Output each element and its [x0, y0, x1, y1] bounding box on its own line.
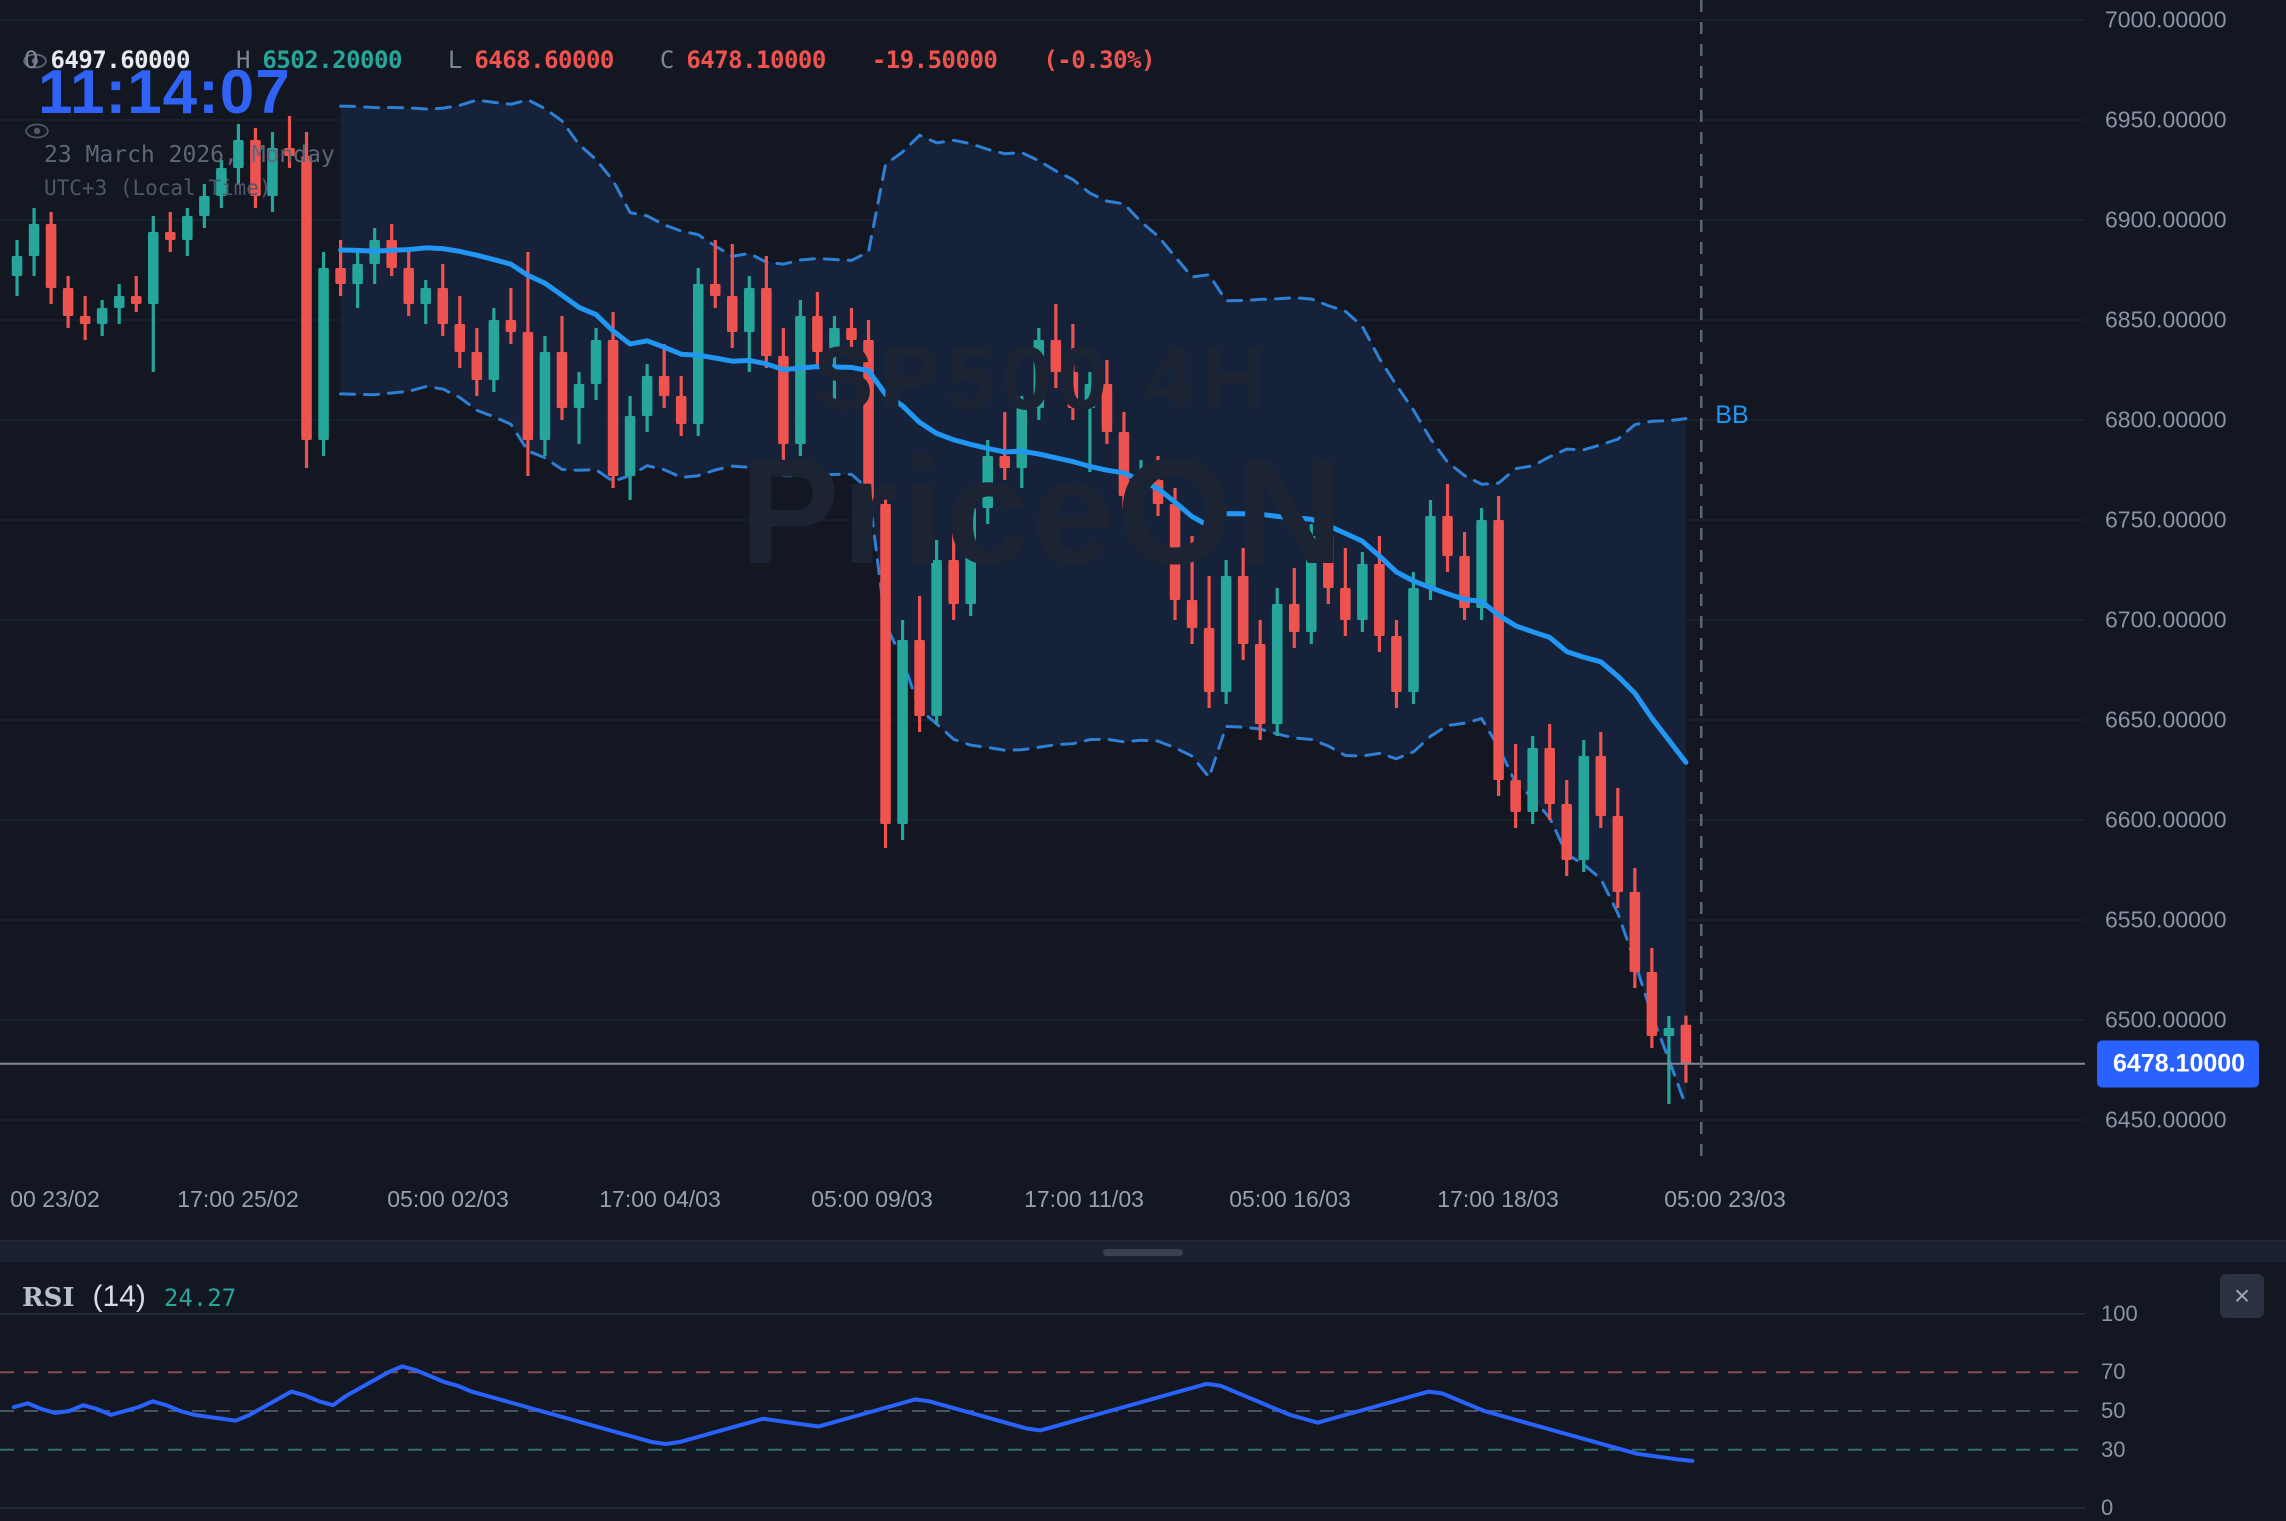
open-value: 6497.60000 [50, 46, 190, 74]
time-tick-label: 05:00 16/03 [1229, 1186, 1351, 1212]
change-value: -19.50000 [871, 46, 998, 74]
time-tick-label: 05:00 23/03 [1664, 1186, 1786, 1212]
bollinger-band-label: BB [1715, 400, 1749, 429]
time-tick-label: 17:00 25/02 [177, 1186, 299, 1212]
rsi-legend: RSI (14) 24.27 [22, 1280, 236, 1314]
price-tick-label: 6800.00000 [2105, 406, 2227, 433]
high-value: 6502.20000 [262, 46, 402, 74]
price-tick-label: 6550.00000 [2105, 906, 2227, 933]
live-clock: 11:14:07 [38, 58, 291, 127]
chart-legend: O 6497.60000 H 6502.20000 L 6468.60000 C… [0, 0, 1400, 230]
time-tick-label: 17:00 04/03 [599, 1186, 721, 1212]
rsi-current-value: 24.27 [163, 1284, 237, 1312]
ohlc-visibility-eye-icon[interactable] [22, 48, 48, 74]
time-tick-label: 05:00 02/03 [387, 1186, 509, 1212]
price-tick-label: 6450.00000 [2105, 1106, 2227, 1133]
price-tick-label: 6700.00000 [2105, 606, 2227, 633]
rsi-period: (14) [92, 1280, 146, 1313]
rsi-tick-label: 70 [2101, 1359, 2126, 1385]
price-chart-panel[interactable]: SP500 4H PriceON BB 7000.00000 6950.00000… [0, 0, 2286, 1240]
rsi-panel[interactable]: RSI (14) 24.27 100 70 50 30 0 × [0, 1262, 2286, 1520]
low-value: 6468.60000 [474, 46, 614, 74]
rsi-axis: 100 70 50 30 0 [2085, 1262, 2286, 1520]
price-tick-label: 6600.00000 [2105, 806, 2227, 833]
current-price-badge: 6478.10000 [2097, 1040, 2260, 1088]
time-tick-label: 17:00 11/03 [1024, 1186, 1144, 1212]
price-axis[interactable]: 7000.00000 6950.00000 6900.00000 6850.00000… [2085, 0, 2286, 1160]
clock-visibility-eye-icon[interactable] [24, 118, 50, 144]
price-tick-label: 6950.00000 [2105, 106, 2227, 133]
clock-timezone: UTC+3 (Local Time) [44, 176, 272, 200]
rsi-tick-label: 30 [2101, 1436, 2126, 1462]
time-tick-label: 17:00 18/03 [1437, 1186, 1559, 1212]
price-plot-svg[interactable] [0, 0, 2085, 1160]
price-tick-label: 6900.00000 [2105, 206, 2227, 233]
rsi-tick-label: 50 [2101, 1398, 2126, 1423]
price-tick-label: 6500.00000 [2105, 1006, 2227, 1033]
close-label: C [659, 46, 675, 74]
ohlc-values: O 6497.60000 H 6502.20000 L 6468.60000 C… [24, 46, 1201, 74]
price-tick-label: 7000.00000 [2105, 6, 2227, 33]
rsi-close-button[interactable]: × [2220, 1274, 2264, 1318]
rsi-label: RSI [22, 1283, 75, 1313]
clock-date: 23 March 2026, Monday [44, 142, 335, 168]
time-tick-label: 00 23/02 [10, 1186, 100, 1212]
panel-resize-handle[interactable] [1103, 1249, 1183, 1256]
rsi-tick-label: 0 [2101, 1495, 2114, 1520]
time-tick-label: 05:00 09/03 [811, 1186, 933, 1212]
price-tick-label: 6650.00000 [2105, 706, 2227, 733]
time-axis[interactable]: 00 23/02 17:00 25/02 05:00 02/03 17:00 04/0… [0, 1160, 2286, 1240]
high-label: H [235, 46, 251, 74]
price-tick-label: 6750.00000 [2105, 506, 2227, 533]
price-tick-label: 6850.00000 [2105, 306, 2227, 333]
rsi-tick-label: 100 [2101, 1301, 2138, 1326]
low-label: L [447, 46, 463, 74]
change-percent: (-0.30%) [1043, 46, 1155, 74]
open-label: O [24, 46, 39, 74]
close-value: 6478.10000 [686, 46, 826, 74]
rsi-plot-svg[interactable] [0, 1262, 2085, 1516]
